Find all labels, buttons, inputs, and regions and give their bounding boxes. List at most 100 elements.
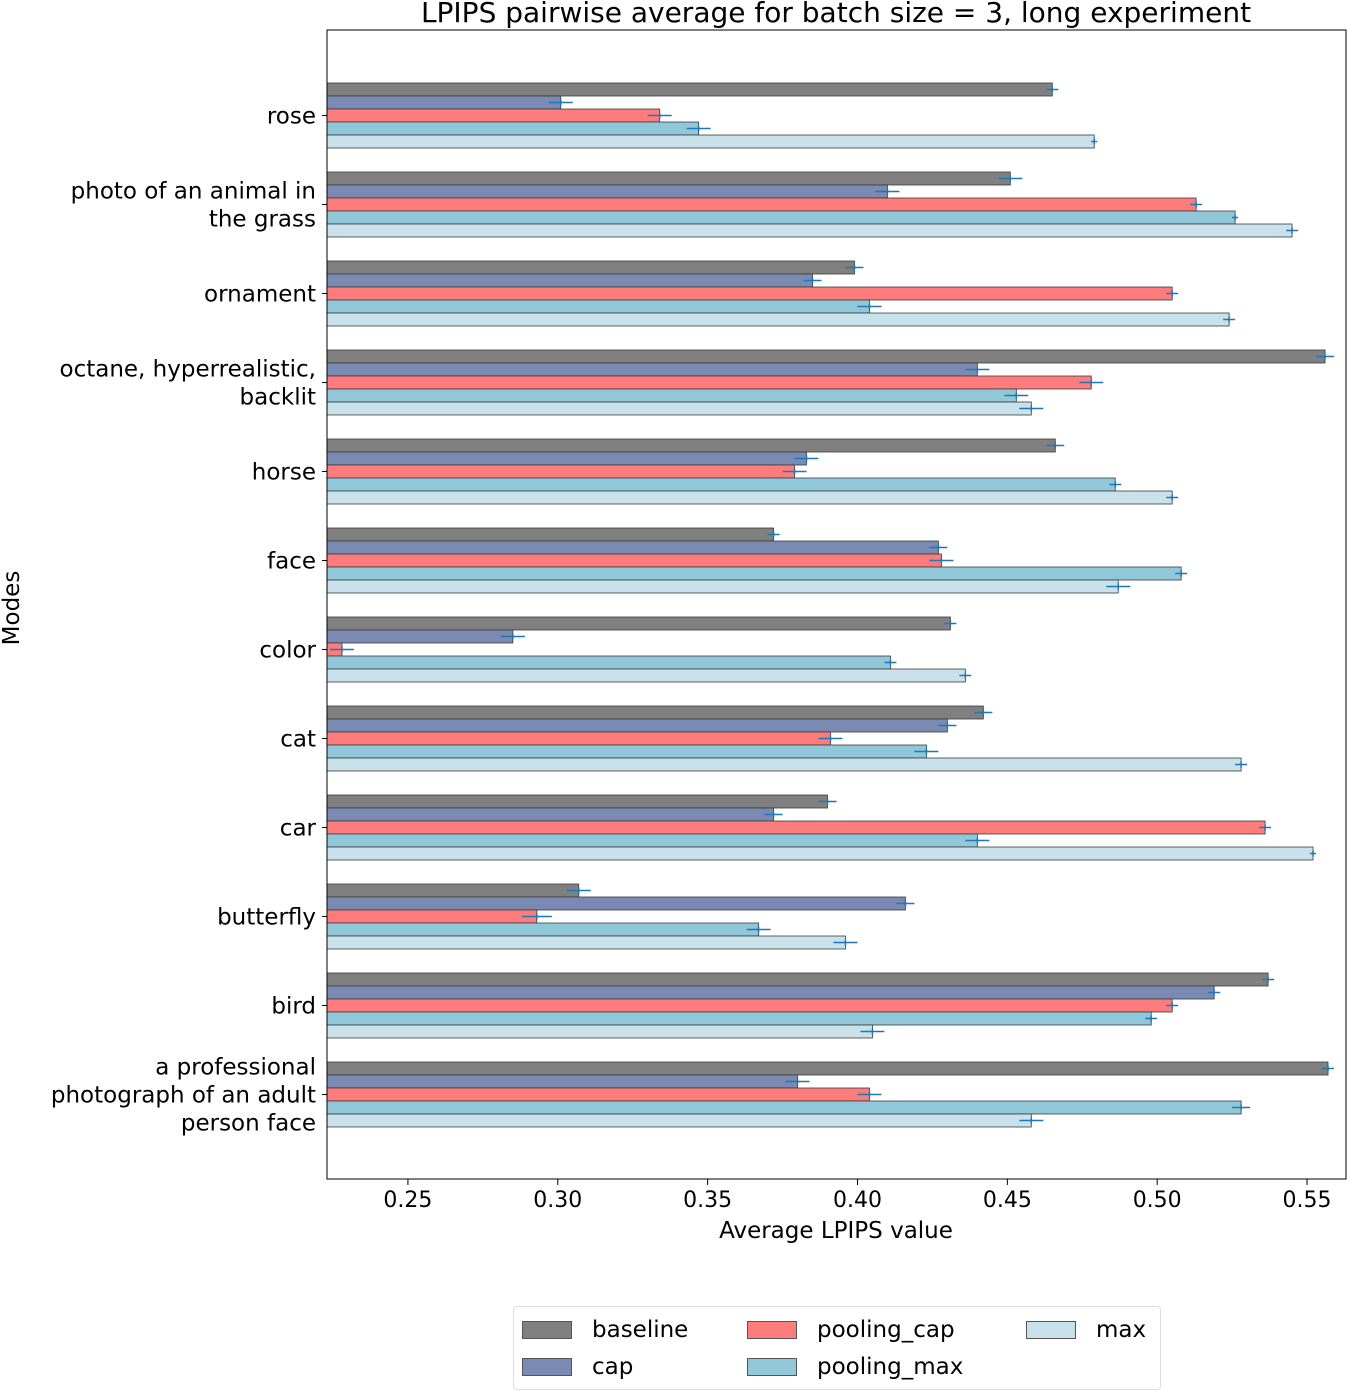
bar-pooling_max-0 bbox=[326, 121, 700, 136]
category-label-line: horse bbox=[252, 460, 316, 486]
legend-swatch-pooling-cap bbox=[747, 1321, 797, 1339]
bar-baseline-6 bbox=[326, 616, 951, 631]
category-label: ornament bbox=[204, 282, 316, 308]
bars-layer bbox=[326, 82, 1329, 1128]
legend-swatch-baseline bbox=[522, 1321, 572, 1339]
bar-pooling_max-7 bbox=[326, 744, 927, 759]
category-label-line: butterfly bbox=[217, 905, 316, 931]
legend-item-pooling-max: pooling_max bbox=[747, 1354, 963, 1380]
category-label-line: face bbox=[267, 549, 316, 575]
bar-cap-5 bbox=[326, 540, 939, 555]
bar-max-4 bbox=[326, 490, 1173, 505]
legend-swatch-cap bbox=[522, 1358, 572, 1376]
category-label: octane, hyperrealistic, backlit bbox=[60, 357, 317, 411]
bar-cap-7 bbox=[326, 718, 948, 733]
bar-cap-9 bbox=[326, 896, 906, 911]
bar-pooling_max-10 bbox=[326, 1011, 1152, 1026]
bar-pooling_max-3 bbox=[326, 388, 1017, 403]
bar-baseline-8 bbox=[326, 794, 828, 809]
category-label-line: backlit bbox=[240, 385, 316, 411]
bar-baseline-4 bbox=[326, 438, 1056, 453]
bar-cap-11 bbox=[326, 1074, 798, 1089]
category-label: bird bbox=[271, 994, 316, 1020]
x-tick-label: 0.50 bbox=[1133, 1188, 1182, 1213]
category-label: a professional photograph of an adult pers… bbox=[51, 1055, 316, 1137]
category-label: face bbox=[267, 549, 316, 575]
x-tick-label: 0.55 bbox=[1283, 1188, 1332, 1213]
legend-label-cap: cap bbox=[592, 1354, 634, 1380]
bar-max-10 bbox=[326, 1024, 873, 1039]
x-axis-ticks: 0.25 0.30 0.35 0.40 0.45 0.50 0.55 bbox=[383, 1179, 1332, 1213]
bar-pooling_max-11 bbox=[326, 1100, 1242, 1115]
legend-label-pooling-max: pooling_max bbox=[817, 1354, 964, 1380]
x-tick-label: 0.30 bbox=[533, 1188, 582, 1213]
bar-max-1 bbox=[326, 223, 1293, 238]
legend-swatch-max bbox=[1026, 1321, 1076, 1339]
bar-cap-10 bbox=[326, 985, 1215, 1000]
category-label: car bbox=[280, 816, 317, 842]
bar-baseline-11 bbox=[326, 1061, 1329, 1076]
category-label-line: photo of an animal in bbox=[71, 179, 316, 205]
bar-baseline-5 bbox=[326, 527, 774, 542]
y-axis-categories: rose photo of an animal in the grass orname… bbox=[51, 104, 327, 1137]
bar-max-8 bbox=[326, 846, 1314, 861]
bar-pooling_cap-8 bbox=[326, 820, 1266, 835]
category-label-line: ornament bbox=[204, 282, 316, 308]
bar-pooling_cap-0 bbox=[326, 108, 661, 123]
bar-cap-4 bbox=[326, 451, 807, 466]
bar-pooling_cap-1 bbox=[326, 197, 1197, 212]
bar-baseline-9 bbox=[326, 883, 580, 898]
category-label-line: color bbox=[259, 638, 316, 664]
bar-pooling_cap-4 bbox=[326, 464, 795, 479]
bar-baseline-7 bbox=[326, 705, 984, 720]
bar-pooling_max-2 bbox=[326, 299, 870, 314]
bar-cap-6 bbox=[326, 629, 514, 644]
bar-baseline-0 bbox=[326, 82, 1053, 97]
bar-pooling_max-6 bbox=[326, 655, 891, 670]
legend-label-max: max bbox=[1096, 1317, 1147, 1343]
x-tick-label: 0.40 bbox=[833, 1188, 882, 1213]
legend-item-max: max bbox=[1026, 1317, 1146, 1343]
chart-title: LPIPS pairwise average for batch size = … bbox=[421, 0, 1251, 29]
category-label: horse bbox=[252, 460, 316, 486]
x-tick-label: 0.45 bbox=[983, 1188, 1032, 1213]
legend-item-cap: cap bbox=[522, 1354, 633, 1380]
x-tick-label: 0.25 bbox=[383, 1188, 432, 1213]
bar-pooling_cap-11 bbox=[326, 1087, 870, 1102]
category-label-line: car bbox=[280, 816, 317, 842]
bar-pooling_max-1 bbox=[326, 210, 1236, 225]
bar-pooling_max-4 bbox=[326, 477, 1116, 492]
bar-cap-8 bbox=[326, 807, 774, 822]
bar-max-9 bbox=[326, 935, 846, 950]
category-label-line: a professional bbox=[155, 1055, 316, 1081]
bar-cap-3 bbox=[326, 362, 978, 377]
bar-pooling_max-5 bbox=[326, 566, 1182, 581]
y-axis-label: Modes bbox=[0, 571, 25, 646]
bar-pooling_cap-3 bbox=[326, 375, 1092, 390]
bar-max-6 bbox=[326, 668, 966, 683]
category-label-line: the grass bbox=[209, 207, 316, 233]
bar-pooling_cap-2 bbox=[326, 286, 1173, 301]
bar-pooling_max-9 bbox=[326, 922, 759, 937]
bar-baseline-3 bbox=[326, 349, 1326, 364]
category-label: photo of an animal in the grass bbox=[71, 179, 316, 233]
legend: baseline cap pooling_cap pooling_max max bbox=[513, 1306, 1161, 1390]
legend-label-pooling-cap: pooling_cap bbox=[817, 1317, 955, 1343]
legend-item-pooling-cap: pooling_cap bbox=[747, 1317, 955, 1343]
category-label-line: person face bbox=[181, 1111, 316, 1137]
bar-pooling_cap-9 bbox=[326, 909, 538, 924]
bar-baseline-1 bbox=[326, 171, 1011, 186]
legend-swatch-pooling-max bbox=[747, 1358, 797, 1376]
category-label-line: bird bbox=[271, 994, 316, 1020]
legend-item-baseline: baseline bbox=[522, 1317, 688, 1343]
category-label: butterfly bbox=[217, 905, 316, 931]
x-tick-label: 0.35 bbox=[683, 1188, 732, 1213]
x-axis-label: Average LPIPS value bbox=[719, 1218, 953, 1244]
category-label: cat bbox=[280, 727, 316, 753]
bar-cap-2 bbox=[326, 273, 813, 288]
bar-max-0 bbox=[326, 134, 1095, 149]
bar-max-7 bbox=[326, 757, 1242, 772]
category-label: color bbox=[259, 638, 316, 664]
category-label-line: cat bbox=[280, 727, 316, 753]
